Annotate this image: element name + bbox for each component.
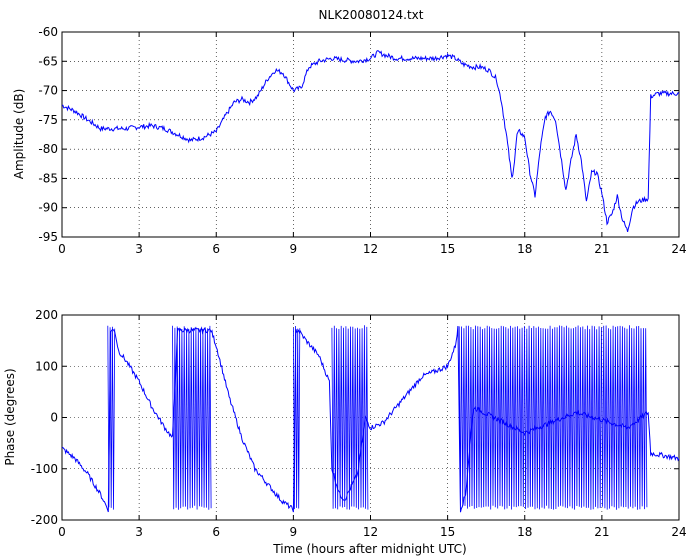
- y-tick-label: -90: [38, 201, 58, 215]
- x-tick-label: 21: [594, 242, 609, 256]
- x-tick-label: 18: [517, 525, 532, 539]
- phase-wrap-trace: [331, 325, 369, 510]
- phase-wrap-trace: [172, 325, 212, 510]
- amplitude-y-axis-label: Amplitude (dB): [12, 89, 26, 180]
- y-tick-label: 100: [35, 359, 58, 373]
- x-tick-label: 0: [58, 525, 66, 539]
- phase-x-axis-label: Time (hours after midnight UTC): [272, 542, 466, 556]
- amplitude-panel: 0 3 6 9 12 15 18 21 24 -95-90-85-80-75-70-65-60 …: [12, 25, 687, 256]
- top-chart-title: NLK20080124.txt: [319, 8, 424, 22]
- y-tick-label: -80: [38, 142, 58, 156]
- y-tick-label: 200: [35, 308, 58, 322]
- phase-x-ticks: 0 3 6 9 12 15 18 21 24: [58, 315, 687, 539]
- amplitude-y-ticks: -95 -90 -85 -80 -75 -70 -65 -60: [38, 25, 679, 244]
- x-tick-label: 12: [363, 525, 378, 539]
- y-tick-label: -70: [38, 84, 58, 98]
- x-tick-label: 3: [135, 525, 143, 539]
- x-tick-label: 15: [440, 242, 455, 256]
- y-tick-label: -200: [31, 513, 58, 527]
- phase-y-ticks: -200 -100 0 100 200: [31, 308, 679, 527]
- phase-grid: [62, 315, 679, 520]
- phase-series: [61, 325, 680, 513]
- x-tick-label: 24: [671, 525, 686, 539]
- x-tick-label: 21: [594, 525, 609, 539]
- phase-y-axis-label: Phase (degrees): [3, 368, 17, 465]
- series-line: [62, 50, 680, 233]
- phase-wrap-band: [107, 325, 648, 510]
- x-tick-label: 15: [440, 525, 455, 539]
- x-tick-label: 9: [290, 242, 298, 256]
- y-tick-label: -60: [38, 25, 58, 39]
- amplitude-plot-area: [61, 31, 680, 238]
- x-tick-label: 12: [363, 242, 378, 256]
- x-tick-label: 18: [517, 242, 532, 256]
- phase-wrap-trace: [293, 325, 301, 510]
- y-tick-label: -95: [38, 230, 58, 244]
- amplitude-grid: [62, 32, 679, 237]
- phase-wrap-trace: [458, 325, 648, 510]
- x-tick-label: 6: [212, 525, 220, 539]
- y-tick-label: -65: [38, 54, 58, 68]
- x-tick-label: 3: [135, 242, 143, 256]
- y-tick-label: 0: [50, 411, 58, 425]
- phase-panel: 0 3 6 9 12 15 18 21 24 -200 -100 0 100 200 Phase (de…: [3, 308, 687, 556]
- x-tick-label: 24: [671, 242, 686, 256]
- x-tick-label: 0: [58, 242, 66, 256]
- y-tick-label: -100: [31, 462, 58, 476]
- amplitude-x-ticks: 0 3 6 9 12 15 18 21 24: [58, 32, 687, 256]
- series-line: [61, 325, 680, 513]
- x-tick-label: 6: [212, 242, 220, 256]
- amplitude-series: [62, 50, 680, 233]
- x-tick-label: 9: [290, 525, 298, 539]
- y-tick-label: -85: [38, 171, 58, 185]
- phase-wrap-trace: [107, 325, 116, 510]
- y-tick-label: -75: [38, 113, 58, 127]
